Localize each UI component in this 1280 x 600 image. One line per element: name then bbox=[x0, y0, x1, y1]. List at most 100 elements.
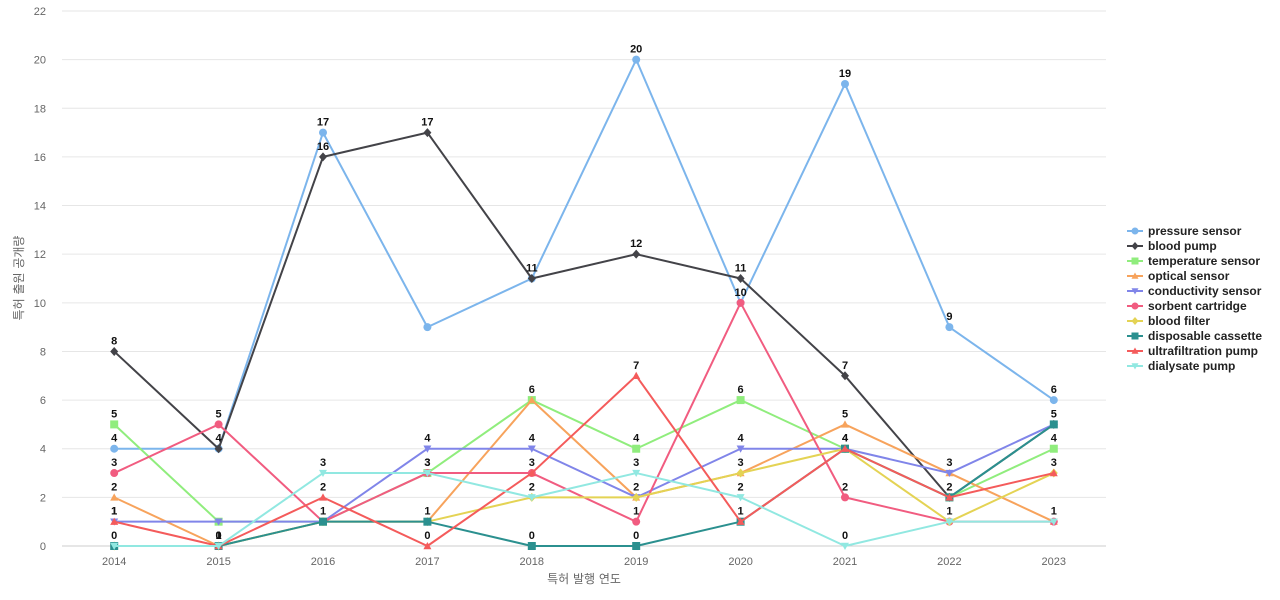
data-point bbox=[110, 493, 119, 501]
y-tick-label: 20 bbox=[34, 55, 46, 67]
y-tick-label: 8 bbox=[40, 346, 46, 358]
legend-label: sorbent cartridge bbox=[1148, 299, 1247, 313]
data-label: 3 bbox=[1051, 457, 1057, 469]
data-point bbox=[214, 420, 223, 429]
y-tick-label: 12 bbox=[34, 249, 46, 261]
legend-marker bbox=[1131, 242, 1139, 250]
data-point bbox=[423, 323, 432, 332]
data-point bbox=[527, 494, 536, 502]
data-label: 4 bbox=[111, 433, 118, 445]
data-point bbox=[632, 371, 641, 379]
data-point bbox=[841, 371, 849, 381]
data-point bbox=[632, 444, 641, 453]
data-point bbox=[319, 469, 327, 478]
legend-item[interactable]: sorbent cartridge bbox=[1127, 299, 1247, 313]
series-sorbent-cartridge bbox=[110, 298, 1058, 526]
data-point bbox=[110, 469, 119, 478]
data-point bbox=[319, 152, 327, 162]
x-tick-label: 2022 bbox=[937, 556, 961, 568]
data-label: 2 bbox=[946, 481, 952, 493]
legend-item[interactable]: disposable cassette bbox=[1127, 329, 1262, 343]
legend-item[interactable]: dialysate pump bbox=[1127, 359, 1235, 373]
data-label: 6 bbox=[738, 384, 744, 396]
data-point bbox=[214, 518, 223, 526]
data-point bbox=[736, 274, 745, 283]
y-axis-title: 특허 출원 공개량 bbox=[12, 236, 26, 321]
x-tick-label: 2018 bbox=[520, 556, 544, 568]
data-label: 5 bbox=[842, 408, 848, 420]
x-tick-label: 2016 bbox=[311, 556, 335, 568]
data-point bbox=[319, 493, 327, 501]
data-point bbox=[423, 517, 432, 526]
legend-item[interactable]: optical sensor bbox=[1127, 269, 1230, 283]
legend-marker bbox=[1131, 227, 1139, 235]
data-label: 20 bbox=[630, 44, 642, 56]
data-label: 9 bbox=[946, 311, 952, 323]
series-line bbox=[114, 472, 1054, 547]
data-label: 16 bbox=[317, 141, 329, 153]
series-line bbox=[114, 423, 1055, 523]
data-point bbox=[319, 128, 327, 137]
data-label: 1 bbox=[946, 506, 952, 518]
legend-marker bbox=[1131, 317, 1139, 325]
data-point bbox=[632, 517, 641, 526]
series-layer bbox=[110, 55, 1058, 551]
data-label: 3 bbox=[320, 457, 326, 469]
legend-item[interactable]: conductivity sensor bbox=[1127, 284, 1262, 298]
data-point bbox=[632, 469, 641, 478]
y-tick-label: 0 bbox=[40, 541, 46, 553]
series-temperature-sensor bbox=[110, 396, 1058, 526]
data-point bbox=[1049, 469, 1058, 477]
data-label: 4 bbox=[842, 433, 849, 445]
data-label: 10 bbox=[734, 287, 746, 299]
data-point bbox=[632, 249, 641, 259]
data-point bbox=[841, 420, 849, 428]
series-line bbox=[114, 58, 1055, 450]
data-point bbox=[110, 542, 119, 550]
legend-marker bbox=[1131, 363, 1139, 370]
x-tick-label: 2020 bbox=[728, 556, 752, 568]
legend-label: disposable cassette bbox=[1148, 329, 1262, 343]
legend-item[interactable]: temperature sensor bbox=[1127, 254, 1260, 268]
data-point bbox=[736, 517, 745, 525]
data-label: 0 bbox=[111, 530, 117, 542]
series-ultrafiltration-pump bbox=[110, 371, 1058, 550]
x-tick-label: 2023 bbox=[1042, 556, 1066, 568]
data-label: 11 bbox=[526, 263, 538, 275]
data-label: 4 bbox=[424, 433, 431, 445]
y-tick-label: 18 bbox=[34, 103, 46, 115]
data-point bbox=[214, 444, 223, 454]
legend-label: conductivity sensor bbox=[1148, 284, 1262, 298]
data-label: 3 bbox=[111, 457, 117, 469]
data-point bbox=[736, 396, 745, 405]
legend-item[interactable]: blood pump bbox=[1127, 239, 1217, 253]
legend-item[interactable]: blood filter bbox=[1127, 314, 1210, 328]
legend-item[interactable]: ultrafiltration pump bbox=[1127, 344, 1258, 358]
data-point bbox=[110, 346, 119, 356]
y-tick-label: 22 bbox=[34, 6, 46, 18]
data-label: 1 bbox=[1051, 506, 1057, 518]
data-label: 19 bbox=[839, 68, 851, 80]
data-label: 6 bbox=[1051, 384, 1057, 396]
legend-item[interactable]: pressure sensor bbox=[1127, 224, 1242, 238]
data-point bbox=[945, 518, 954, 526]
legend-label: pressure sensor bbox=[1148, 224, 1242, 238]
legend-label: blood pump bbox=[1148, 239, 1217, 253]
data-point bbox=[632, 542, 641, 550]
data-label: 4 bbox=[1051, 433, 1058, 445]
data-point bbox=[841, 444, 849, 452]
data-label: 11 bbox=[735, 263, 747, 275]
data-label: 0 bbox=[842, 530, 848, 542]
data-label: 4 bbox=[633, 433, 640, 445]
data-point bbox=[423, 128, 432, 138]
data-point bbox=[110, 444, 119, 453]
data-point bbox=[841, 542, 849, 550]
data-label: 4 bbox=[529, 433, 536, 445]
data-point bbox=[841, 493, 849, 502]
legend-marker bbox=[1131, 347, 1139, 354]
data-label: 3 bbox=[424, 457, 430, 469]
data-label: 0 bbox=[216, 530, 222, 542]
data-point bbox=[1049, 396, 1058, 405]
legend-marker bbox=[1131, 302, 1139, 310]
data-point bbox=[945, 493, 954, 501]
